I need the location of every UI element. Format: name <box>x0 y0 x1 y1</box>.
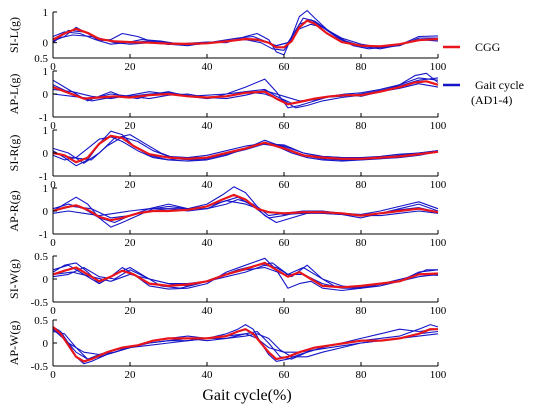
legend-label-gait-cycle: Gait cycle <box>475 78 524 92</box>
y-tick-label: 1 <box>43 7 49 19</box>
x-tick-label: 0 <box>50 120 56 132</box>
y-tick-label: 0 <box>43 89 49 101</box>
x-tick-label: 60 <box>279 369 291 381</box>
y-tick-label: 0 <box>43 148 49 160</box>
x-tick-label: 40 <box>202 61 214 73</box>
y-axis-label: SI-L(g) <box>7 17 21 53</box>
y-tick-label: 0 <box>43 38 49 50</box>
legend-label-gait-cycle-sub: (AD1-4) <box>471 93 512 107</box>
y-tick-label: 1 <box>43 183 49 195</box>
y-axis-label: AP-L(g) <box>7 74 21 115</box>
y-axis-label: AP-R(g) <box>7 190 21 231</box>
y-axis-label: SI-R(g) <box>7 135 21 172</box>
x-tick-label: 60 <box>279 237 291 249</box>
x-tick-label: 80 <box>356 237 368 249</box>
x-tick-label: 0 <box>50 237 56 249</box>
x-tick-label: 100 <box>430 305 447 317</box>
series-line-cgg <box>52 193 439 222</box>
y-tick-label: 0 <box>43 206 49 218</box>
x-tick-label: 60 <box>279 61 291 73</box>
series-line-ad3 <box>52 330 439 360</box>
x-tick-label: 60 <box>279 179 291 191</box>
x-tick-label: 20 <box>125 61 137 73</box>
series-line-ad2 <box>52 19 438 51</box>
x-tick-label: 100 <box>430 61 447 73</box>
x-tick-label: 100 <box>430 369 447 381</box>
x-axis-label: Gait cycle(%) <box>202 387 291 404</box>
y-tick-label: 0 <box>43 338 49 350</box>
x-tick-label: 0 <box>50 369 56 381</box>
x-tick-label: 80 <box>356 369 368 381</box>
y-tick-label: -1 <box>39 112 48 124</box>
series-line-ad1 <box>52 9 439 56</box>
x-tick-label: 80 <box>356 61 368 73</box>
x-tick-label: 20 <box>125 237 137 249</box>
y-tick-label: 0 <box>43 274 49 286</box>
series-line-cgg <box>52 326 438 363</box>
legend-label-cgg: CGG <box>475 40 501 54</box>
x-tick-label: 100 <box>430 120 447 132</box>
x-tick-label: 100 <box>430 237 447 249</box>
series-line-cgg <box>52 134 439 164</box>
x-tick-label: 40 <box>202 305 214 317</box>
y-tick-label: 0.5 <box>34 251 48 263</box>
y-tick-label: 1 <box>43 125 49 137</box>
series-line-ad1 <box>52 186 439 228</box>
legend: CGG Gait cycle (AD1-4) <box>443 40 524 107</box>
y-tick-label: -0.5 <box>31 297 49 309</box>
x-tick-label: 60 <box>279 305 291 317</box>
series-line-cgg <box>52 19 439 49</box>
x-tick-label: 80 <box>356 120 368 132</box>
x-tick-label: 40 <box>202 237 214 249</box>
series-line-cgg <box>52 261 439 289</box>
series-line-ad2 <box>52 196 439 224</box>
y-tick-label: 0.5 <box>34 315 48 327</box>
series-line-cgg <box>52 80 439 106</box>
series-line-ad4 <box>52 328 439 356</box>
x-tick-label: 80 <box>356 179 368 191</box>
y-tick-label: -1 <box>39 229 48 241</box>
series-line-ad2 <box>52 77 439 104</box>
x-tick-label: 60 <box>279 120 291 132</box>
x-tick-label: 0 <box>50 61 56 73</box>
x-tick-label: 20 <box>125 305 137 317</box>
y-axis-label: SI-W(g) <box>7 259 21 299</box>
y-tick-label: 0.5 <box>34 53 48 65</box>
x-tick-label: 20 <box>125 179 137 191</box>
x-tick-label: 100 <box>430 179 447 191</box>
y-axis-label: AP-W(g) <box>7 321 21 366</box>
x-tick-label: 40 <box>202 369 214 381</box>
x-tick-label: 20 <box>125 369 137 381</box>
x-tick-label: 40 <box>202 179 214 191</box>
x-tick-label: 0 <box>50 305 56 317</box>
series-line-ad3 <box>52 17 438 48</box>
y-tick-label: -1 <box>39 171 48 183</box>
x-tick-label: 40 <box>202 120 214 132</box>
x-tick-label: 20 <box>125 120 137 132</box>
y-tick-label: 1 <box>43 66 49 78</box>
x-tick-label: 80 <box>356 305 368 317</box>
x-tick-label: 0 <box>50 179 56 191</box>
y-tick-label: -0.5 <box>31 361 49 373</box>
